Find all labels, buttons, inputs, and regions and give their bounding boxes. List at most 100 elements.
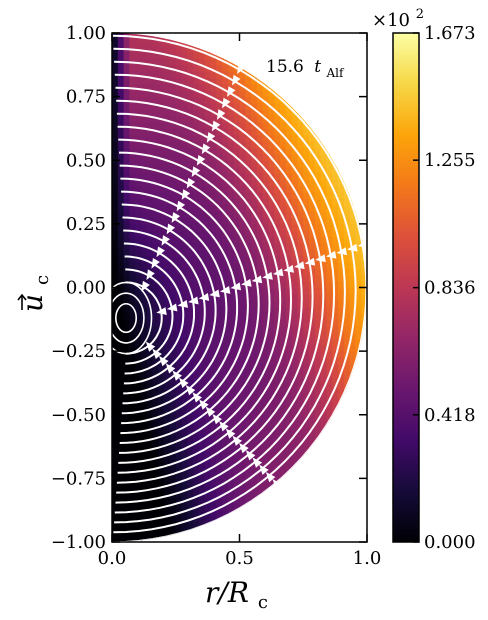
heatmap-cell [262, 427, 270, 435]
heatmap-cell [164, 414, 171, 422]
heatmap-cell [349, 268, 357, 276]
heatmap-cell [198, 83, 206, 91]
heatmap-cell [291, 96, 299, 104]
heatmap-cell [309, 134, 316, 142]
heatmap-cell [117, 160, 125, 168]
heatmap-cell [117, 141, 125, 149]
heatmap-cell [245, 153, 252, 161]
heatmap-cell [135, 503, 142, 511]
heatmap-cell [251, 312, 258, 320]
heatmap-cell [112, 344, 119, 352]
heatmap-cell [123, 421, 130, 429]
heatmap-cell [193, 39, 200, 47]
heatmap-cell [175, 242, 183, 250]
streamline-arrow [205, 406, 216, 417]
heatmap-cell [146, 491, 154, 499]
heatmap-cell [274, 357, 281, 365]
heatmap-cell [216, 134, 223, 142]
heatmap-cell [280, 96, 287, 104]
heatmap-cell [135, 192, 142, 200]
heatmap-field [112, 33, 367, 542]
heatmap-cell [123, 90, 130, 98]
heatmap-cell [112, 433, 119, 441]
heatmap-cell [169, 77, 177, 85]
heatmap-cell [198, 166, 206, 174]
heatmap-cell [274, 147, 281, 155]
heatmap-cell [158, 172, 165, 180]
heatmap-cell [123, 255, 130, 263]
heatmap-cell [251, 274, 258, 282]
heatmap-cell [140, 325, 148, 333]
heatmap-cell [164, 192, 171, 200]
heatmap-cell [181, 230, 188, 238]
heatmap-cell [123, 402, 130, 409]
heatmap-cell [140, 179, 148, 187]
heatmap-cell [140, 160, 148, 168]
heatmap-cell [227, 293, 235, 301]
heatmap-cell [187, 344, 194, 352]
heatmap-cell [338, 160, 345, 168]
heatmap-cell [320, 319, 328, 327]
heatmap-cell [303, 204, 310, 212]
streamline-arrow [188, 296, 199, 305]
heatmap-cell [135, 446, 142, 454]
heatmap-cell [135, 370, 142, 378]
heatmap-cell [129, 312, 136, 320]
heatmap-cell [262, 255, 270, 263]
heatmap-cell [135, 109, 142, 117]
heatmap-cell [303, 325, 310, 333]
heatmap-cell [169, 281, 177, 289]
heatmap-cell [216, 115, 223, 123]
heatmap-cell [268, 338, 275, 346]
heatmap-cell [326, 389, 333, 397]
heatmap-cell [332, 293, 339, 301]
heatmap-cell [123, 134, 130, 142]
heatmap-cell [251, 115, 258, 123]
heatmap-cell [210, 433, 217, 441]
heatmap-cell [314, 160, 322, 168]
heatmap-cell [222, 344, 229, 352]
heatmap-cell [181, 351, 188, 359]
heatmap-cell [326, 319, 333, 327]
heatmap-cell [245, 478, 252, 486]
streamline-arrow [179, 377, 189, 389]
heatmap-cell [204, 503, 212, 511]
heatmap-cell [146, 312, 154, 320]
heatmap-cell [262, 211, 270, 219]
heatmap-cell [117, 39, 125, 47]
heatmap-cell [181, 77, 188, 85]
heatmap-cell [175, 319, 183, 327]
heatmap-cell [129, 395, 136, 403]
heatmap-cell [181, 166, 188, 174]
heatmap-cell [274, 274, 281, 282]
heatmap-cell [135, 510, 142, 518]
heatmap-cell [129, 427, 136, 435]
heatmap-cell [285, 293, 293, 301]
heatmap-cell [117, 408, 125, 416]
heatmap-cell [274, 312, 281, 320]
heatmap-cell [239, 185, 246, 193]
heatmap-cell [193, 491, 200, 499]
heatmap-cell [297, 160, 304, 168]
heatmap-cell [349, 192, 357, 200]
heatmap-cell [198, 338, 206, 346]
heatmap-cell [146, 39, 154, 47]
heatmap-cell [117, 115, 125, 123]
heatmap-cell [135, 134, 142, 142]
heatmap-cell [164, 71, 171, 79]
heatmap-cell [129, 510, 136, 518]
heatmap-cell [146, 293, 154, 301]
heatmap-cell [303, 274, 310, 282]
heatmap-cell [274, 287, 281, 295]
heatmap-cell [210, 370, 217, 378]
heatmap-cell [245, 287, 252, 295]
heatmap-cell [309, 351, 316, 359]
heatmap-cell [210, 446, 217, 454]
heatmap-cell [181, 446, 188, 454]
heatmap-cell [256, 223, 264, 231]
heatmap-cell [239, 465, 246, 473]
heatmap-cell [187, 459, 194, 467]
heatmap-cell [158, 497, 165, 505]
heatmap-cell [140, 484, 148, 492]
heatmap-cell [193, 312, 200, 320]
